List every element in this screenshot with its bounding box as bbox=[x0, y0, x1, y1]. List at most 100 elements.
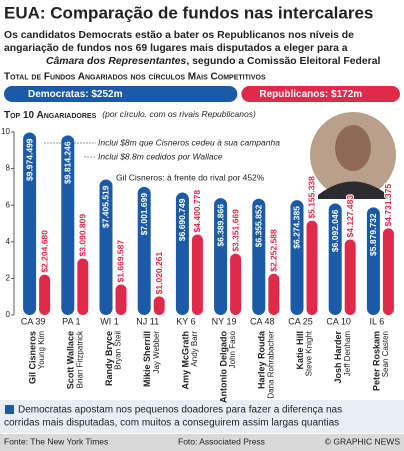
credit: © GRAPHIC NEWS bbox=[325, 436, 401, 446]
candidate-name: Young Kim bbox=[37, 331, 46, 370]
bullet bbox=[5, 405, 14, 414]
bar bbox=[61, 135, 75, 315]
annotation: Gil Cisneros: à frente do rival por 452% bbox=[116, 172, 265, 182]
x-tick-label: IL 6 bbox=[370, 316, 385, 326]
photo-suit bbox=[318, 181, 388, 199]
bar bbox=[290, 200, 304, 315]
candidate-name: Sean Casten bbox=[381, 331, 390, 377]
x-tick-label: NJ 11 bbox=[136, 316, 159, 326]
chart-title: EUA: Comparação de fundos nas intercalar… bbox=[4, 3, 373, 22]
value-label: $1.669.587 bbox=[116, 240, 126, 283]
section-title: Top 10 Angariadores bbox=[4, 110, 97, 121]
value-label: $6.274.385 bbox=[292, 206, 302, 249]
y-tick-label: 4 bbox=[6, 237, 11, 246]
candidate-name: John Faso bbox=[228, 330, 237, 368]
bar bbox=[175, 192, 189, 315]
value-label: $6.690.749 bbox=[177, 198, 187, 241]
x-tick-label: PA 1 bbox=[62, 316, 80, 326]
value-label: $4.400.778 bbox=[192, 190, 202, 233]
source: Fonte: The New York Times bbox=[4, 436, 108, 446]
candidate-name: Jay Webber bbox=[152, 331, 161, 374]
bar bbox=[137, 186, 151, 315]
bar bbox=[99, 179, 113, 315]
photo bbox=[308, 110, 398, 200]
bar bbox=[268, 273, 280, 315]
value-label: $9.814.246 bbox=[63, 141, 73, 184]
bar bbox=[230, 253, 242, 315]
x-tick-label: CA 48 bbox=[250, 316, 275, 326]
subtitle: Câmara dos Representantes, segundo a Com… bbox=[46, 56, 380, 67]
bar bbox=[191, 234, 203, 315]
bar bbox=[252, 198, 266, 315]
candidate-name: Jeff Denham bbox=[343, 331, 352, 377]
value-label: $2.204.680 bbox=[39, 230, 49, 273]
bar bbox=[39, 274, 51, 315]
y-tick-label: 8 bbox=[6, 164, 11, 173]
footnote: Democratas apostam nos pequenos doadores… bbox=[18, 405, 342, 416]
y-tick-label: 10 bbox=[1, 127, 10, 136]
candidate-name: Katie Hill bbox=[295, 331, 305, 370]
total-label: Republicanos: $172m bbox=[259, 89, 362, 100]
bar bbox=[366, 207, 380, 315]
section-title: Top 10 Angariadores (por círculo. com os … bbox=[4, 109, 256, 120]
bar bbox=[344, 239, 356, 315]
candidate-name: Mikie Sherrill bbox=[142, 331, 152, 387]
candidate-name: Steve Knight bbox=[305, 330, 314, 376]
bar bbox=[328, 203, 342, 315]
bar bbox=[153, 296, 165, 315]
candidate-name: Josh Harder bbox=[333, 331, 343, 384]
value-label: $7.001.699 bbox=[139, 193, 149, 236]
candidate-name: Brian Fitzpatrick bbox=[75, 330, 84, 388]
x-tick-label: CA 39 bbox=[21, 316, 46, 326]
subtitle: angariação de fundos nos 69 lugares mais… bbox=[4, 43, 348, 54]
x-tick-label: CA 10 bbox=[326, 316, 351, 326]
footnote-box bbox=[0, 400, 404, 433]
candidate-name: Gil Cisneros bbox=[27, 331, 37, 384]
y-tick-label: 2 bbox=[6, 274, 11, 283]
value-label: $9.974.499 bbox=[24, 138, 34, 181]
candidate-name: Randy Bryce bbox=[104, 331, 114, 386]
footnote: corridas mais disputadas, com muitos a c… bbox=[4, 418, 339, 429]
candidate-name: Scott Wallace bbox=[66, 331, 76, 389]
value-label: $4.731.375 bbox=[383, 184, 393, 227]
candidate-name: Amy McGrath bbox=[180, 331, 190, 390]
bar bbox=[23, 132, 37, 315]
value-label: $5.879.732 bbox=[368, 213, 378, 256]
value-label: $2.252.588 bbox=[269, 229, 279, 272]
bar bbox=[214, 198, 228, 315]
bar bbox=[306, 220, 318, 315]
x-tick-label: KY 6 bbox=[176, 316, 195, 326]
subtitle: , segundo a Comissão Eleitoral Federal bbox=[186, 56, 380, 67]
value-label: $1.020.261 bbox=[154, 252, 164, 295]
candidate-name: Andy Barr bbox=[190, 331, 199, 367]
value-label: $3.351.669 bbox=[230, 209, 240, 252]
subtitle: Os candidatos Democrats estão a bater os… bbox=[4, 30, 354, 41]
section-note: (por círculo. com os rivais Republicanos… bbox=[102, 109, 256, 119]
section-title: Total de Fundos Angariados nos círculos … bbox=[4, 72, 266, 83]
candidate-name: Antonio Delgado bbox=[218, 331, 228, 403]
y-tick-label: 6 bbox=[6, 200, 11, 209]
value-label: $4.127.483 bbox=[345, 195, 355, 238]
value-label: $5.155.338 bbox=[307, 176, 317, 219]
bar bbox=[382, 228, 394, 315]
total-bar bbox=[241, 86, 400, 102]
candidate-name: Dana Rohrabacher bbox=[266, 331, 275, 399]
subtitle-italic: Câmara dos Representantes bbox=[46, 56, 187, 67]
annotation: Inclui $8.8m cedidos por Wallace bbox=[98, 151, 223, 161]
total-label: Democratas: $252m bbox=[28, 89, 123, 100]
y-tick-label: 0 bbox=[6, 310, 11, 319]
x-tick-label: CA 25 bbox=[288, 316, 313, 326]
bar bbox=[115, 284, 127, 315]
value-label: $6.355.852 bbox=[254, 204, 264, 247]
annotation: Inclui $8m que Cisneros cedeu à sua camp… bbox=[98, 137, 280, 147]
value-label: $6.092.046 bbox=[330, 209, 340, 252]
candidate-name: Peter Roskam bbox=[371, 331, 381, 391]
photo-face bbox=[335, 125, 371, 171]
value-label: $3.090.809 bbox=[78, 214, 88, 257]
bar bbox=[77, 258, 89, 315]
candidate-name: Harley Rouda bbox=[257, 330, 267, 389]
value-label: $6.389.866 bbox=[215, 204, 225, 247]
candidate-name: Bryan Steil bbox=[114, 331, 123, 370]
photo-credit: Foto: Associated Press bbox=[178, 436, 265, 446]
